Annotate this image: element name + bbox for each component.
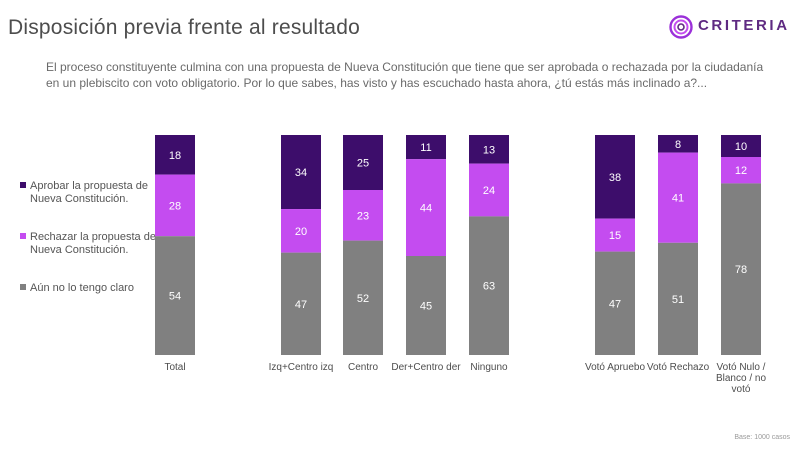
legend-label: Aprobar la propuesta de Nueva Constituci…: [30, 180, 149, 205]
data-label: 12: [735, 165, 747, 177]
data-label: 11: [420, 142, 431, 154]
data-label: 38: [609, 172, 621, 184]
data-label: 45: [420, 301, 432, 313]
data-label: 28: [169, 200, 181, 212]
category-label: Votó Apruebo: [585, 362, 645, 373]
category-label: Votó Nulo / Blanco / no votó: [716, 362, 766, 395]
bar-segment: [469, 135, 509, 164]
category-label: Total: [164, 362, 185, 373]
bar-segment: [595, 218, 635, 252]
base-footnote: Base: 1000 casos: [734, 434, 790, 441]
data-label: 25: [357, 158, 369, 170]
bar-segment: [658, 135, 698, 153]
legend-item-aprobar: Aprobar la propuesta de Nueva Constituci…: [20, 180, 160, 206]
bar-segment: [469, 216, 509, 355]
data-label: 63: [483, 281, 495, 293]
data-label: 13: [483, 144, 495, 156]
data-label: 18: [169, 150, 181, 162]
bar-segment: [343, 240, 383, 355]
bar-segment: [155, 236, 195, 355]
category-label: Izq+Centro izq: [269, 362, 334, 373]
data-label: 8: [675, 139, 681, 151]
data-label: 23: [357, 210, 369, 222]
criteria-logo-icon: [669, 15, 693, 39]
legend-item-rechazar: Rechazar la propuesta de Nueva Constituc…: [20, 231, 160, 257]
brand-logo: CRITERIA: [668, 14, 790, 40]
category-label: Votó Rechazo: [647, 362, 710, 373]
bar-segment: [406, 256, 446, 355]
data-label: 10: [735, 141, 747, 153]
legend-label: Aún no lo tengo claro: [30, 282, 134, 294]
bar-segment: [595, 251, 635, 355]
bar-segment: [343, 135, 383, 190]
data-label: 47: [295, 299, 307, 311]
legend-swatch-no-claro: [20, 284, 26, 290]
data-label: 51: [672, 294, 684, 306]
data-label: 24: [483, 185, 495, 197]
legend-swatch-rechazar: [20, 233, 26, 239]
bar-segment: [721, 135, 761, 157]
bar-segment: [155, 174, 195, 237]
legend-item-no-claro: Aún no lo tengo claro: [20, 282, 160, 295]
bar-segment: [721, 183, 761, 355]
category-label: Centro: [348, 362, 378, 373]
bar-segment: [281, 252, 321, 355]
bar-segment: [469, 163, 509, 217]
survey-question: El proceso constituyente culmina con una…: [46, 60, 764, 90]
bar-segment: [343, 190, 383, 241]
data-label: 52: [357, 293, 369, 305]
bar-segment: [155, 135, 195, 175]
data-label: 41: [672, 193, 684, 205]
data-label: 78: [735, 264, 747, 276]
bar-segment: [658, 152, 698, 243]
data-label: 54: [169, 291, 181, 303]
legend-swatch-aprobar: [20, 182, 26, 188]
data-label: 20: [295, 226, 307, 238]
bar-segment: [658, 242, 698, 355]
data-label: 15: [609, 230, 621, 242]
category-label: Ninguno: [470, 362, 508, 373]
legend-label: Rechazar la propuesta de Nueva Constituc…: [30, 231, 156, 256]
bar-segment: [281, 209, 321, 253]
bar-segment: [406, 135, 446, 160]
brand-name: CRITERIA: [698, 17, 790, 34]
data-label: 44: [420, 203, 432, 215]
data-label: 47: [609, 298, 621, 310]
bar-segment: [595, 135, 635, 219]
page-title: Disposición previa frente al resultado: [8, 16, 360, 39]
category-label: Der+Centro der: [391, 362, 461, 373]
bar-segment: [406, 159, 446, 256]
bar-segment: [721, 157, 761, 184]
data-label: 34: [295, 167, 307, 179]
bar-segment: [281, 135, 321, 210]
